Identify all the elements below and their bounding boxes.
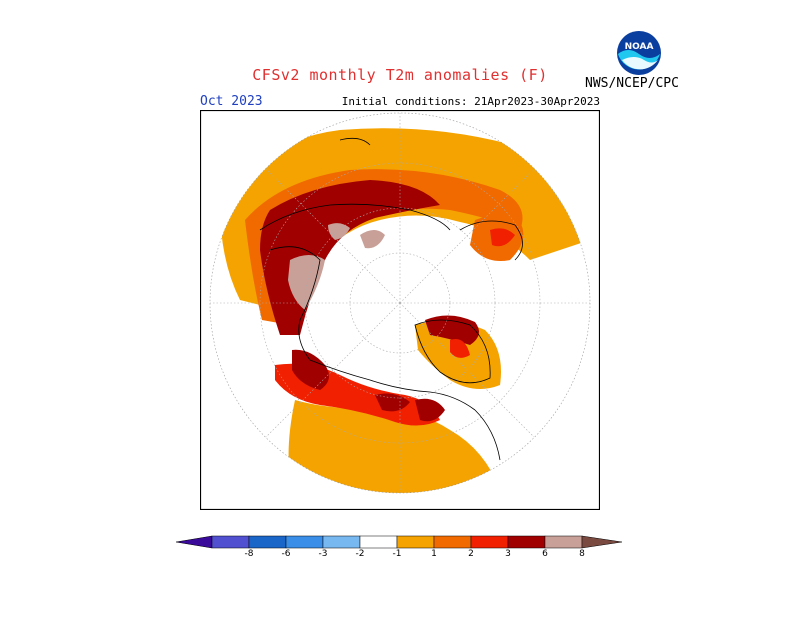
legend-tick-label: -6: [282, 549, 291, 559]
legend-swatch: [433, 535, 472, 549]
coastlines: [259, 137, 523, 461]
legend-tick-label: 8: [579, 549, 585, 559]
chart-title: CFSv2 monthly T2m anomalies (F): [252, 66, 548, 84]
legend-swatch: [470, 535, 509, 549]
noaa-logo-text: NOAA: [625, 42, 654, 52]
legend-tick-label: 3: [505, 549, 511, 559]
initial-conditions: Initial conditions: 21Apr2023-30Apr2023: [341, 95, 600, 108]
map-boundary: [209, 112, 591, 494]
legend-tick-label: -1: [393, 549, 402, 559]
legend-swatch: [285, 535, 324, 549]
greenland-red: [450, 339, 470, 358]
legend-swatch: [544, 535, 583, 549]
legend-tick-label: 1: [431, 549, 437, 559]
anomaly-fields: [220, 128, 590, 493]
map-panel: [200, 110, 600, 510]
canada-darkred-2: [415, 398, 445, 422]
legend-swatch: [322, 535, 361, 549]
greenland-darkred: [425, 315, 479, 345]
europe-bright-red: [490, 228, 515, 247]
color-legend: -8 -6 -3 -2 -1 1 2 3 6 8: [175, 535, 623, 559]
legend-swatch: [359, 535, 398, 549]
legend-tick-label: -3: [319, 549, 328, 559]
legend-tick-label: -2: [356, 549, 365, 559]
legend-swatch: [507, 535, 546, 549]
legend-arrow-high: [581, 535, 623, 549]
alaska-darkred: [292, 349, 329, 390]
siberia-extreme-2: [328, 223, 350, 240]
forecast-month: Oct 2023: [200, 94, 263, 109]
noaa-logo: NOAA: [617, 31, 661, 75]
agency-label: NWS/NCEP/CPC: [585, 76, 679, 91]
legend-bars: [175, 535, 623, 549]
legend-tick-label: -8: [245, 549, 254, 559]
legend-swatch: [396, 535, 435, 549]
legend-ticks: -8 -6 -3 -2 -1 1 2 3 6 8: [245, 549, 586, 559]
north-america-orange: [288, 400, 500, 493]
legend-tick-label: 2: [468, 549, 474, 559]
legend-tick-label: 6: [542, 549, 548, 559]
legend-swatch: [211, 535, 250, 549]
siberia-extreme-3: [360, 230, 385, 249]
legend-swatch: [248, 535, 287, 549]
siberia-extreme-1: [288, 255, 325, 310]
legend-arrow-low: [175, 535, 213, 549]
